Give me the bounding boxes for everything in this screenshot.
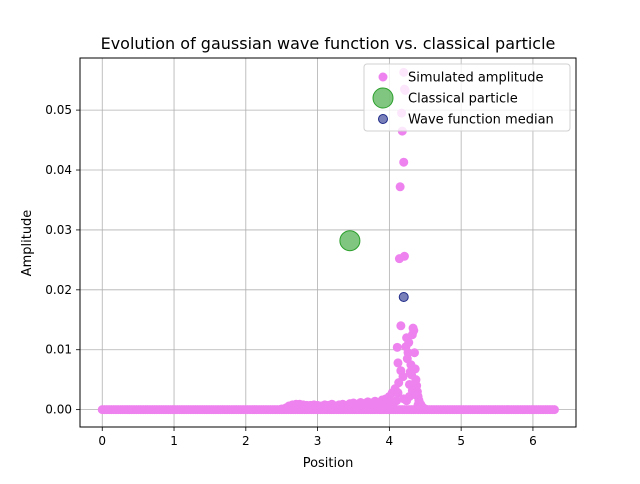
simulated-amplitude-point <box>410 364 420 374</box>
simulated-amplitude-point <box>393 358 403 368</box>
y-tick-label: 0.05 <box>45 103 72 117</box>
y-tick-label: 0.03 <box>45 223 72 237</box>
wave-function-median-point <box>398 292 409 303</box>
legend-label: Classical particle <box>408 92 518 107</box>
x-tick-label: 4 <box>386 434 394 448</box>
legend-box <box>363 63 571 132</box>
legend: Simulated amplitude Classical particle Wav… <box>363 63 571 132</box>
classical-particle-point <box>339 230 361 252</box>
x-tick-label: 5 <box>457 434 465 448</box>
x-tick-label: 6 <box>529 434 537 448</box>
simulated-amplitude-point <box>410 390 420 400</box>
simulated-amplitude-point <box>399 157 409 167</box>
simulated-amplitude-point <box>420 404 430 414</box>
x-axis-label: Position <box>303 456 354 471</box>
x-tick-label: 3 <box>314 434 322 448</box>
y-tick-label: 0.00 <box>45 403 72 417</box>
simulated-amplitude-point <box>393 388 403 398</box>
chart-title: Evolution of gaussian wave function vs. … <box>101 34 556 53</box>
legend-label: Simulated amplitude <box>408 71 544 86</box>
simulated-amplitude-point <box>409 348 419 358</box>
legend-marker <box>372 87 394 109</box>
simulated-amplitude-point <box>396 366 406 376</box>
y-tick-label: 0.01 <box>45 343 72 357</box>
legend-label: Wave function median <box>408 113 554 128</box>
simulated-amplitude-point <box>404 338 414 348</box>
y-axis-label: Amplitude <box>20 210 35 277</box>
simulated-amplitude-point <box>403 348 413 358</box>
simulated-amplitude-point <box>396 321 406 331</box>
simulated-amplitude-point <box>399 251 409 261</box>
y-tick-label: 0.04 <box>45 163 72 177</box>
simulated-amplitude-point <box>549 405 559 415</box>
simulated-amplitude-point <box>395 182 405 192</box>
legend-marker <box>378 114 388 124</box>
x-tick-label: 1 <box>170 434 178 448</box>
simulated-amplitude-point <box>392 342 402 352</box>
y-tick-label: 0.02 <box>45 283 72 297</box>
x-tick-label: 2 <box>242 434 250 448</box>
axes-frame <box>79 57 577 428</box>
legend-marker <box>378 72 388 82</box>
simulated-amplitude-point <box>409 326 419 336</box>
x-tick-label: 0 <box>98 434 106 448</box>
simulated-amplitude-point <box>413 400 423 410</box>
simulated-amplitude-point <box>392 396 402 406</box>
